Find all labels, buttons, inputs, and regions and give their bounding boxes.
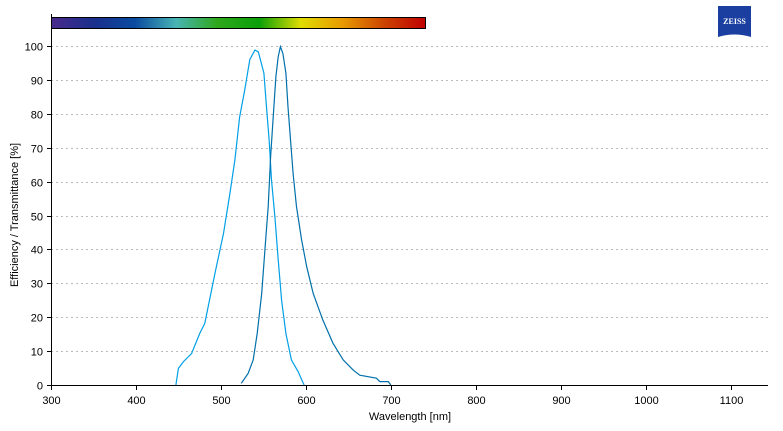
y-tick-label: 0 [37, 381, 43, 393]
y-tick-label: 20 [31, 313, 43, 325]
series-group [175, 44, 392, 386]
x-tick-label: 500 [212, 395, 230, 407]
x-tick-label: 400 [127, 395, 145, 407]
x-tick-label: 700 [382, 395, 400, 407]
x-axis-label: Wavelength [nm] [369, 411, 451, 423]
y-tick-label: 10 [31, 347, 43, 359]
zeiss-logo: ZEISS [718, 6, 751, 37]
y-axis-label: Efficiency / Transmittance [%] [9, 143, 21, 287]
x-tick-label: 300 [42, 395, 60, 407]
y-tick-label: 30 [31, 279, 43, 291]
y-tick-label: 60 [31, 178, 43, 190]
y-tick-labels: 0 10 20 30 40 50 60 70 80 90 100 [25, 42, 43, 393]
spectrum-color-bar [51, 17, 426, 29]
series-line-2 [240, 44, 392, 386]
x-tick-label: 1100 [720, 395, 744, 407]
x-tick-label: 1000 [634, 395, 658, 407]
y-tick-label: 50 [31, 212, 43, 224]
series-line-1 [175, 49, 305, 386]
grid-lines [51, 46, 768, 352]
x-tick-label: 900 [552, 395, 570, 407]
y-tick-label: 100 [25, 42, 43, 54]
svg-text:ZEISS: ZEISS [723, 17, 746, 26]
y-tick-label: 70 [31, 144, 43, 156]
y-tick-label: 40 [31, 245, 43, 257]
axes [47, 14, 768, 390]
x-tick-labels: 300 400 500 600 700 800 900 1000 1100 [42, 395, 743, 407]
x-tick-label: 600 [297, 395, 315, 407]
y-tick-label: 80 [31, 110, 43, 122]
y-tick-label: 90 [31, 76, 43, 88]
x-tick-label: 800 [467, 395, 485, 407]
